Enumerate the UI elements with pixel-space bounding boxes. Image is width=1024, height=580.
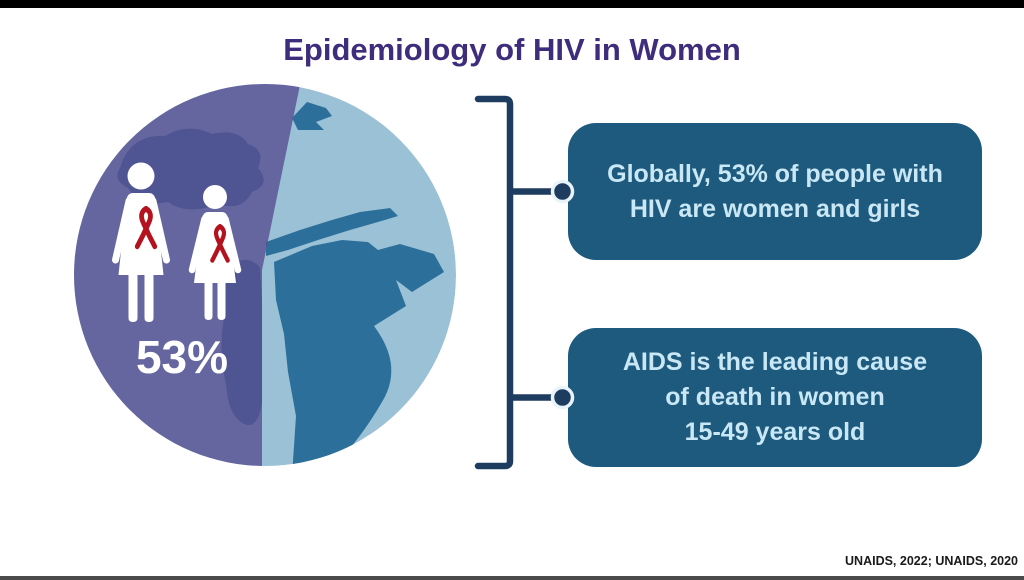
bracket-lines: [474, 95, 556, 470]
callout-line: HIV are women and girls: [629, 194, 921, 223]
mediterranean-asia-landmass: [266, 208, 398, 256]
scandinavia-landmass: [292, 102, 332, 130]
bracket-svg: [474, 95, 575, 470]
awareness-ribbon-icon: [210, 224, 230, 263]
connector-node-top: [550, 179, 575, 204]
callout-box-leading-cause: AIDS is the leading cause of death in wo…: [568, 328, 982, 467]
africa-arabia-landmass: [274, 240, 444, 466]
callout-line: of death in women: [665, 383, 885, 411]
callout-line: 15-49 years old: [684, 418, 866, 446]
globe-illustration: 53%: [60, 72, 460, 472]
girl-figure: [188, 185, 242, 320]
callout-line: AIDS is the leading cause: [622, 348, 928, 376]
connector-nodes: [550, 179, 575, 410]
girl-head: [203, 185, 227, 209]
square-bracket: [474, 95, 514, 470]
callout-text: Globally, 53% of people with HIV are wom…: [607, 157, 943, 227]
callout-line: Globally, 53% of people with: [607, 159, 943, 188]
globe-svg: 53%: [74, 84, 456, 466]
woman-head: [127, 162, 155, 190]
percent-label: 53%: [136, 331, 228, 383]
callout-text: AIDS is the leading cause of death in wo…: [623, 345, 927, 450]
woman-figure: [112, 162, 170, 322]
letterbox-bottom-bar: [0, 576, 1024, 580]
awareness-ribbon-icon: [134, 205, 158, 250]
source-citation: UNAIDS, 2022; UNAIDS, 2020: [845, 554, 1018, 568]
woman-legs: [128, 275, 154, 322]
letterbox-top-bar: [0, 0, 1024, 8]
callout-box-global-stat: Globally, 53% of people with HIV are wom…: [568, 123, 982, 260]
connector-node-bottom: [550, 385, 575, 410]
page-title: Epidemiology of HIV in Women: [283, 31, 741, 67]
girl-legs: [204, 283, 226, 320]
purple-percentage-overlay: [74, 84, 300, 466]
bracket-connector: [455, 80, 590, 500]
